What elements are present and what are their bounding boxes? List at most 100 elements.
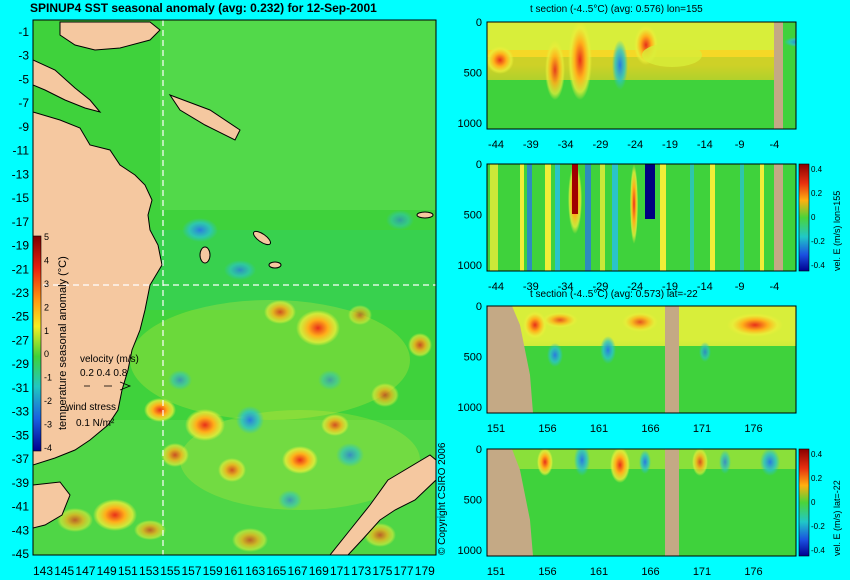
map-y-tick-label: -19 — [12, 239, 30, 253]
map-y-tick-label: -39 — [12, 476, 30, 490]
colorbar-label: temperature seasonal anomaly (°C) — [57, 256, 69, 430]
panel2-y-tick-labels: 0 500 1000 — [458, 159, 482, 272]
warm-anomaly-eddies — [57, 300, 432, 552]
map-y-tick-label: -37 — [12, 452, 30, 466]
copyright-text: © Copyright CSIRO 2006 — [437, 442, 448, 555]
panel2-x-tick-labels: -44 -39 -34 -29 -24 -19 -14 -9 -4 — [488, 281, 779, 293]
map-y-tick-label: -25 — [12, 310, 30, 324]
map-x-tick-label: 149 — [97, 564, 117, 578]
panel1-x-tick-labels: -44 -39 -34 -29 -24 -19 -14 -9 -4 — [488, 139, 779, 151]
map-y-tick-label: -33 — [12, 405, 30, 419]
panel3-x-tick-labels: 151 156 161 166 171 176 — [487, 423, 763, 435]
panel2-x-tick-label: -39 — [523, 281, 539, 293]
section-panel-4: vel. E (m/s) lat=-22 — [486, 448, 842, 557]
wind-legend-scale: 0.1 N/m² — [76, 418, 115, 429]
panel3-x-tick-label: 151 — [487, 423, 505, 435]
panel2-x-tick-label: -24 — [627, 281, 643, 293]
map-y-tick-label: -1 — [18, 25, 29, 39]
map-y-tick-label: -11 — [13, 144, 30, 158]
map-x-tick-label: 171 — [330, 564, 350, 578]
panel2-colorbar-tick-label: -0.2 — [811, 237, 825, 246]
map-x-tick-label: 145 — [54, 564, 74, 578]
map-x-tick-label: 179 — [415, 564, 435, 578]
panel2-x-tick-label: -14 — [697, 281, 713, 293]
colorbar-tick-label: 5 — [44, 232, 49, 242]
map-y-tick-label: -3 — [18, 49, 29, 63]
panel3-x-tick-label: 156 — [538, 423, 556, 435]
map-islands — [199, 211, 434, 269]
map-y-tick-label: -15 — [12, 191, 30, 205]
colorbar-tick-label: 2 — [44, 302, 49, 312]
panel1-x-tick-label: -44 — [488, 139, 504, 151]
panel3-x-tick-label: 161 — [590, 423, 608, 435]
new-guinea — [59, 21, 161, 51]
colorbar-tick-label: 1 — [44, 326, 49, 336]
panel4-side-label: vel. E (m/s) lat=-22 — [832, 480, 842, 556]
panel4-colorbar-tick-label: 0.2 — [811, 474, 823, 483]
velocity-legend-title: velocity (m/s) — [80, 354, 139, 365]
panel3-x-tick-label: 171 — [693, 423, 711, 435]
colorbar-tick-label: -3 — [44, 420, 52, 430]
panel3-x-tick-label: 176 — [744, 423, 762, 435]
panel4-colorbar-ticks: 0.4 0.2 0 -0.2 -0.4 — [811, 450, 825, 555]
panel2-x-tick-label: -44 — [488, 281, 504, 293]
panel1-x-tick-label: -19 — [662, 139, 678, 151]
panel4-y-tick-labels: 0 500 1000 — [458, 444, 482, 557]
map-y-tick-label: -43 — [12, 523, 30, 537]
panel4-y-tick-label: 500 — [464, 495, 482, 507]
panel1-y-tick-label: 0 — [476, 17, 482, 29]
map-y-tick-label: -45 — [12, 547, 30, 561]
panel4-colorbar-tick-label: 0 — [811, 498, 816, 507]
cape-york — [33, 59, 102, 113]
panel3-x-tick-label: 166 — [641, 423, 659, 435]
map-y-tick-label: -41 — [12, 500, 30, 514]
colorbar-tick-label: -1 — [44, 373, 52, 383]
colorbar-tick-label: -2 — [44, 396, 52, 406]
panel2-x-tick-label: -9 — [735, 281, 745, 293]
velocity-legend: velocity (m/s) 0.2 0.4 0.8 wind stress 0… — [65, 354, 139, 429]
map-y-tick-label: -31 — [12, 381, 30, 395]
colorbar-tick-label: 4 — [44, 255, 49, 265]
panel1-x-tick-label: -14 — [697, 139, 713, 151]
new-zealand — [329, 454, 436, 555]
map-y-tick-labels: -1 -3 -5 -7 -9 -11 -13 -15 -17 -19 -21 -23 -25 -27 -29… — [12, 25, 30, 561]
panel4-colorbar-tick-label: 0.4 — [811, 450, 823, 459]
panel1-x-tick-label: -29 — [592, 139, 608, 151]
map-y-tick-label: -23 — [12, 286, 30, 300]
section-panel-2: vel. E (m/s) lon=155 — [486, 163, 842, 272]
colorbar-tick-label: 3 — [44, 279, 49, 289]
panel4-x-tick-label: 171 — [693, 566, 711, 578]
panel3-y-tick-label: 1000 — [458, 402, 482, 414]
panel1-title: t section (-4..5°C) (avg: 0.576) lon=155 — [530, 4, 703, 15]
map-y-tick-label: -29 — [12, 357, 30, 371]
map-x-tick-label: 147 — [75, 564, 95, 578]
panel4-x-tick-label: 151 — [487, 566, 505, 578]
panel2-x-tick-label: -19 — [662, 281, 678, 293]
map-land — [33, 21, 436, 555]
velocity-legend-arrows — [84, 381, 132, 391]
panel4-colorbar — [798, 448, 810, 557]
map-x-tick-label: 175 — [372, 564, 392, 578]
map-y-tick-label: -27 — [12, 333, 30, 347]
panel1-y-tick-label: 500 — [464, 68, 482, 80]
panel4-colorbar-tick-label: -0.4 — [811, 546, 825, 555]
panel1-y-tick-labels: 0 500 1000 — [458, 17, 482, 130]
panel3-title: t section (-4..5°C) (avg: 0.573) lat=-22 — [530, 289, 698, 300]
panel2-colorbar-tick-label: 0 — [811, 213, 816, 222]
panel1-x-tick-label: -4 — [770, 139, 780, 151]
map-x-tick-label: 153 — [139, 564, 159, 578]
solomon-islands — [168, 93, 241, 141]
map-title: SPINUP4 SST seasonal anomaly (avg: 0.232… — [30, 1, 377, 15]
panel4-y-tick-label: 0 — [476, 444, 482, 456]
panel1-x-tick-label: -34 — [558, 139, 574, 151]
map-x-tick-label: 165 — [266, 564, 286, 578]
panel2-x-tick-label: -29 — [592, 281, 608, 293]
panel2-colorbar-tick-label: -0.4 — [811, 261, 825, 270]
cold-anomaly-eddies — [168, 210, 414, 510]
panel4-x-tick-labels: 151 156 161 166 171 176 — [487, 566, 763, 578]
colorbar-tick-labels: 5 4 3 2 1 0 -1 -2 -3 -4 — [44, 232, 52, 453]
map-x-tick-label: 159 — [203, 564, 223, 578]
map-y-tick-label: -13 — [12, 167, 30, 181]
panel2-y-tick-label: 0 — [476, 159, 482, 171]
